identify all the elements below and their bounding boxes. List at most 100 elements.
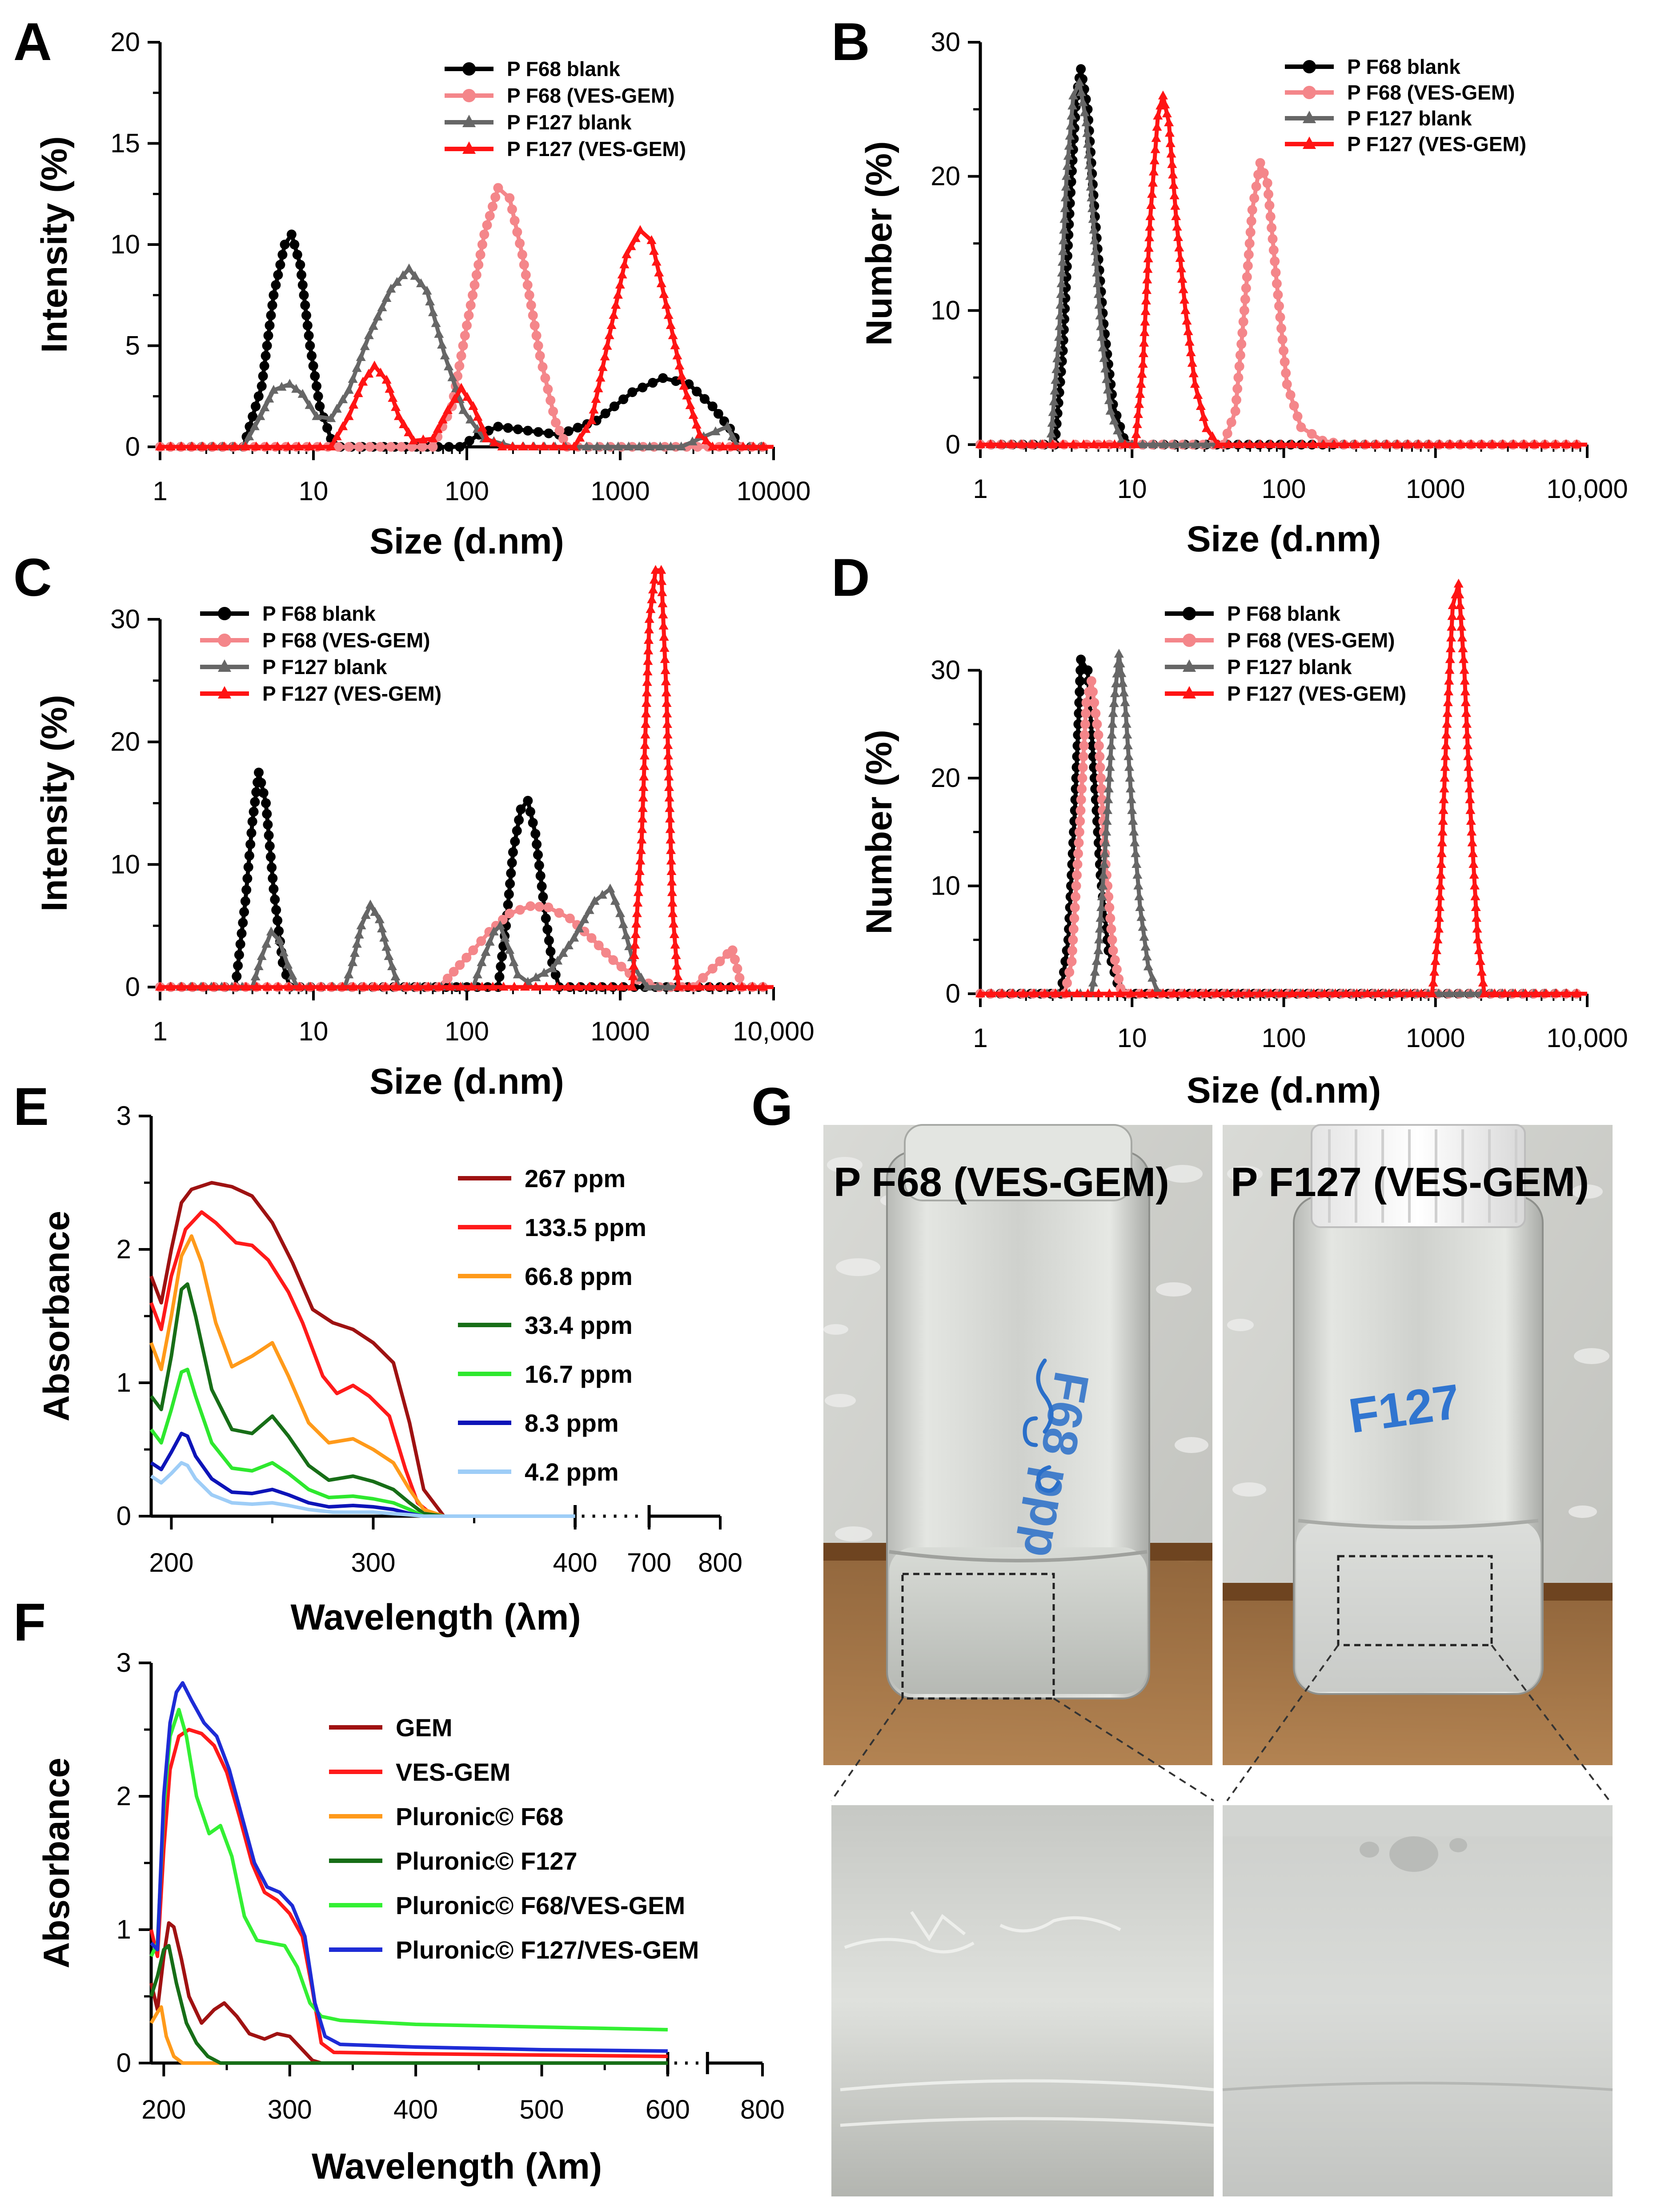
- data-point-marker: [1180, 294, 1190, 304]
- data-point-marker: [563, 982, 573, 991]
- data-point-marker: [375, 367, 385, 377]
- data-point-marker: [315, 401, 325, 411]
- data-point-marker: [456, 982, 466, 991]
- data-point-marker: [1107, 935, 1117, 945]
- data-point-marker: [285, 378, 295, 388]
- data-point-marker: [278, 947, 289, 956]
- data-point-marker: [385, 384, 395, 393]
- data-point-marker: [235, 939, 245, 949]
- data-point-marker: [534, 860, 544, 871]
- data-point-marker: [1097, 891, 1107, 900]
- data-point-marker: [305, 400, 315, 409]
- data-point-marker: [600, 351, 610, 361]
- data-point-marker: [1047, 418, 1057, 427]
- data-point-marker: [1056, 278, 1067, 287]
- data-point-marker: [575, 433, 585, 442]
- data-point-marker: [574, 982, 584, 991]
- data-point-marker: [631, 919, 642, 928]
- data-point-marker: [1145, 211, 1155, 221]
- data-point-marker: [1067, 100, 1078, 110]
- data-point-marker: [1110, 688, 1120, 698]
- data-point-marker: [407, 442, 417, 452]
- data-point-marker: [307, 351, 317, 361]
- data-point-marker: [1096, 332, 1107, 341]
- data-point-marker: [398, 270, 408, 279]
- data-point-marker: [1287, 439, 1297, 448]
- data-point-marker: [1468, 848, 1478, 857]
- data-point-marker: [586, 933, 597, 943]
- panel-letter-c: C: [13, 548, 52, 607]
- data-point-marker: [1103, 794, 1113, 803]
- data-point-marker: [1055, 321, 1065, 330]
- data-point-marker: [1075, 805, 1086, 815]
- vial-left-title: P F68 (VES-GEM): [834, 1160, 1169, 1205]
- data-point-marker: [1234, 439, 1244, 448]
- data-point-marker: [1461, 719, 1472, 728]
- data-point-marker: [1459, 665, 1469, 674]
- data-point-marker: [1362, 988, 1372, 997]
- panel-letter-b: B: [831, 12, 870, 72]
- x-tick-label: 1: [152, 1016, 167, 1046]
- data-point-marker: [1082, 128, 1092, 137]
- data-point-marker: [1108, 946, 1118, 955]
- data-point-marker: [261, 798, 271, 808]
- y-tick-label: 0: [125, 432, 140, 462]
- data-point-marker: [1065, 131, 1075, 140]
- legend-marker: [218, 634, 231, 647]
- data-point-marker: [1084, 160, 1095, 169]
- data-point-marker: [473, 260, 484, 270]
- legend-marker: [462, 115, 476, 127]
- data-point-marker: [1122, 730, 1132, 739]
- data-point-marker: [1076, 87, 1086, 96]
- data-point-marker: [1141, 295, 1151, 305]
- data-point-marker: [668, 330, 678, 339]
- data-point-marker: [1276, 439, 1287, 448]
- data-point-marker: [1055, 310, 1065, 320]
- data-point-marker: [698, 973, 708, 983]
- data-point-marker: [277, 381, 287, 391]
- data-point-marker: [365, 442, 375, 452]
- data-point-marker: [404, 427, 414, 437]
- data-point-marker: [569, 932, 579, 942]
- data-point-marker: [462, 392, 472, 401]
- data-point-marker: [333, 442, 344, 452]
- panel-g-photos: F68 ppp F127: [823, 1124, 1613, 2196]
- data-point-marker: [1437, 827, 1448, 836]
- data-point-marker: [677, 370, 687, 380]
- x-tick-label: 800: [698, 1548, 742, 1578]
- data-point-marker: [521, 270, 531, 280]
- series-3: P F127 (VES-GEM): [155, 565, 774, 991]
- data-point-marker: [1088, 977, 1098, 987]
- data-point-marker: [370, 907, 380, 916]
- data-point-marker: [464, 310, 474, 321]
- data-point-marker: [257, 381, 267, 391]
- data-point-marker: [273, 442, 283, 450]
- data-point-marker: [399, 419, 409, 428]
- data-point-marker: [526, 300, 536, 310]
- data-point-marker: [639, 771, 649, 781]
- data-point-marker: [465, 300, 476, 310]
- series-3: P F127 (VES-GEM): [975, 578, 1587, 997]
- data-point-marker: [352, 363, 362, 372]
- data-point-marker: [1208, 431, 1218, 440]
- data-point-marker: [1103, 783, 1114, 793]
- data-point-marker: [1007, 988, 1018, 997]
- data-point-marker: [431, 318, 441, 327]
- data-point-marker: [280, 240, 290, 249]
- data-point-marker: [187, 982, 197, 991]
- chart-b-number: 0 10 20 30 1 10 100 1000 10,000 Size (d.nm) Number…: [859, 27, 1628, 559]
- data-point-marker: [250, 797, 260, 807]
- data-point-marker: [1094, 988, 1104, 997]
- data-point-marker: [640, 729, 650, 739]
- data-point-marker: [364, 369, 374, 378]
- data-point-marker: [1071, 891, 1081, 902]
- data-point-marker: [1088, 214, 1098, 223]
- data-point-marker: [517, 249, 527, 260]
- data-point-marker: [1093, 289, 1103, 298]
- data-point-marker: [505, 193, 515, 203]
- y-tick-label: 20: [931, 763, 960, 793]
- x-axis-title: Size (d.nm): [1187, 1070, 1381, 1111]
- data-point-marker: [1268, 245, 1279, 255]
- data-point-marker: [1074, 77, 1084, 86]
- data-point-marker: [263, 819, 273, 830]
